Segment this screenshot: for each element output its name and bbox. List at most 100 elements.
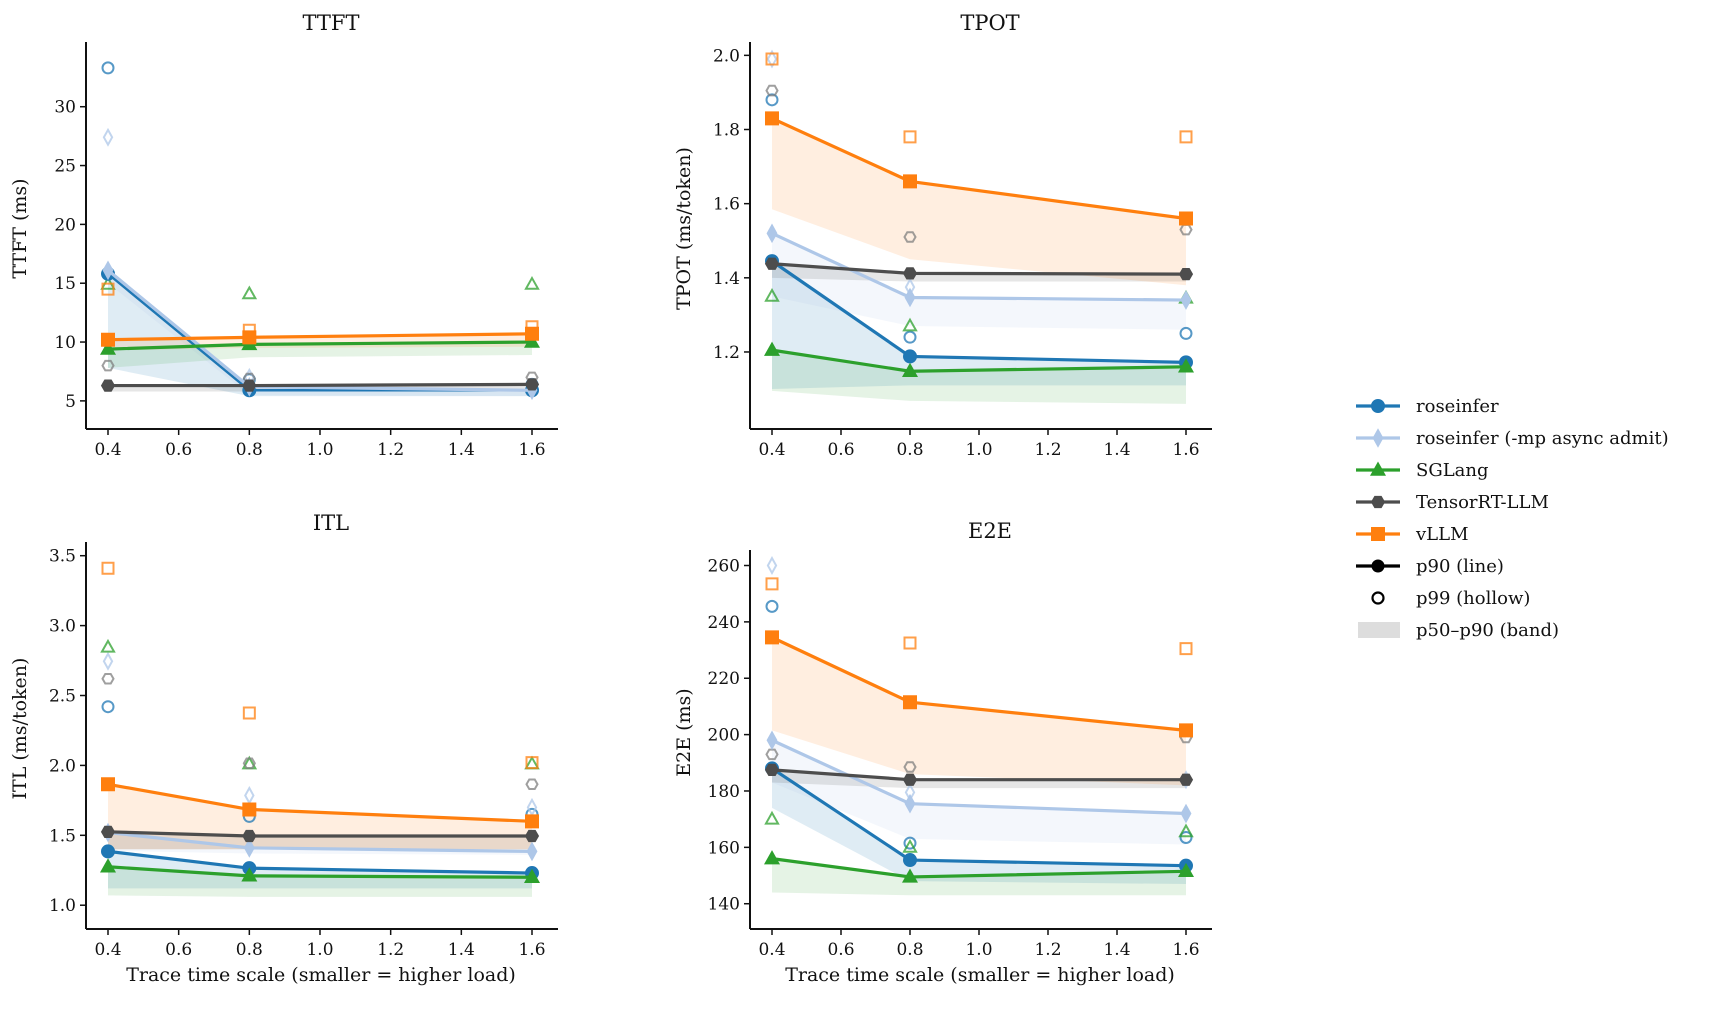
band-triangle	[772, 350, 1186, 404]
y-axis-label: TTFT (ms)	[9, 178, 31, 278]
p90-point	[904, 793, 916, 814]
p99-point	[242, 706, 256, 720]
panel-title: ITL	[313, 511, 349, 535]
band-triangle	[108, 342, 532, 368]
p90-point	[99, 340, 117, 355]
p99-point	[765, 577, 779, 591]
x-tick-label: 1.2	[1034, 440, 1061, 460]
p99-point	[525, 778, 539, 791]
p99-point	[101, 700, 115, 714]
p99-point	[903, 330, 917, 344]
y-tick-label: 1.2	[713, 343, 740, 363]
p90-point	[904, 287, 916, 308]
legend-item: roseinfer (-mp async admit)	[1356, 428, 1669, 449]
y-tick-label: 2.5	[49, 687, 76, 707]
y-tick-label: 3.5	[49, 547, 76, 567]
x-tick-label: 1.6	[518, 940, 545, 960]
p99-point	[524, 276, 540, 290]
band-square	[108, 784, 532, 850]
legend-marker-triangle	[1369, 461, 1387, 476]
p99-point	[903, 836, 917, 850]
p90-point	[1177, 862, 1195, 878]
y-tick-label: 160	[708, 838, 740, 858]
x-tick-label: 0.6	[827, 940, 854, 960]
x-tick-label: 1.2	[1034, 940, 1061, 960]
p90-point	[524, 378, 540, 391]
y-tick-label: 200	[708, 726, 740, 746]
p90-point	[903, 174, 917, 189]
p90-point	[766, 223, 778, 244]
x-tick-label: 0.4	[758, 440, 785, 460]
p99-point	[102, 127, 114, 147]
y-tick-label: 1.5	[49, 826, 76, 846]
p99-point	[764, 287, 780, 302]
p99-point	[102, 651, 114, 671]
p90-point	[766, 730, 778, 751]
p99-point	[525, 756, 539, 770]
x-tick-label: 0.8	[236, 440, 263, 460]
p90-point	[241, 867, 258, 882]
p99-point	[1179, 642, 1193, 656]
legend-item: p99 (hollow)	[1371, 588, 1530, 609]
band-diamond	[772, 233, 1186, 330]
p90-point	[763, 341, 781, 356]
p99-point	[766, 49, 778, 69]
band-hexagon	[772, 769, 1186, 789]
panel-itl: ITL 1.0 1.5 2.0 2.5 3.0 3.5 0.4 0.6 0.8 1.0 1.2 1.4 1…	[9, 511, 558, 986]
legend-marker-hexagon	[1370, 495, 1386, 509]
p90-point	[1180, 803, 1192, 824]
y-tick-label: 240	[708, 613, 740, 633]
p90-point	[242, 802, 257, 817]
band-circle	[772, 768, 1186, 884]
p99-point	[526, 797, 538, 817]
x-tick-label: 0.6	[165, 940, 192, 960]
legend-item: p50–p90 (band)	[1358, 620, 1559, 641]
x-tick-label: 1.0	[306, 940, 333, 960]
x-tick-label: 0.6	[827, 440, 854, 460]
y-tick-label: 2.0	[49, 756, 76, 776]
y-tick-label: 1.6	[713, 195, 740, 215]
y-tick-label: 1.4	[713, 269, 740, 289]
x-tick-label: 1.4	[1103, 440, 1130, 460]
p90-point	[901, 868, 919, 883]
p99-point	[902, 317, 918, 332]
p90-point	[1178, 267, 1194, 281]
y-tick-label: 25	[54, 157, 76, 177]
p90-point	[523, 333, 541, 348]
panel-title: TTFT	[303, 11, 360, 35]
legend-marker-hollow-circle	[1371, 591, 1385, 605]
x-tick-label: 1.4	[1103, 940, 1130, 960]
x-tick-label: 1.6	[518, 440, 545, 460]
p90-point	[902, 267, 918, 280]
p90-point	[525, 814, 539, 829]
p99-point	[903, 130, 917, 144]
x-tick-label: 1.0	[306, 440, 333, 460]
y-tick-label: 1.8	[713, 121, 740, 141]
legend-label: roseinfer (-mp async admit)	[1416, 428, 1669, 449]
panel-title: TPOT	[960, 11, 1019, 35]
p90-point	[1178, 773, 1194, 786]
p99-point	[765, 599, 779, 613]
x-tick-label: 0.8	[896, 940, 923, 960]
p90-point	[242, 379, 257, 392]
legend-item: SGLang	[1356, 460, 1489, 481]
x-tick-label: 1.6	[1172, 940, 1199, 960]
legend-label: TensorRT-LLM	[1416, 492, 1549, 513]
p90-point	[765, 111, 779, 126]
y-axis-label: TPOT (ms/token)	[673, 147, 695, 310]
p99-point	[764, 810, 780, 825]
p99-point	[766, 556, 778, 575]
p90-point	[101, 332, 115, 347]
band-square	[772, 118, 1186, 286]
p99-point	[101, 561, 115, 575]
p99-point	[241, 285, 258, 300]
legend-band-swatch	[1358, 622, 1400, 638]
x-axis-label: Trace time scale (smaller = higher load)	[126, 964, 516, 986]
p99-point	[765, 52, 779, 66]
legend-item: vLLM	[1356, 524, 1469, 545]
p99-point	[101, 359, 115, 372]
panel-ttft: TTFT 5 10 15 20 25 30 0.4 0.6 0.8 1.0 1.2 1.4 1.6 TTFT…	[9, 11, 558, 460]
y-tick-label: 10	[54, 333, 76, 353]
x-axis-label: Trace time scale (smaller = higher load)	[785, 964, 1175, 986]
